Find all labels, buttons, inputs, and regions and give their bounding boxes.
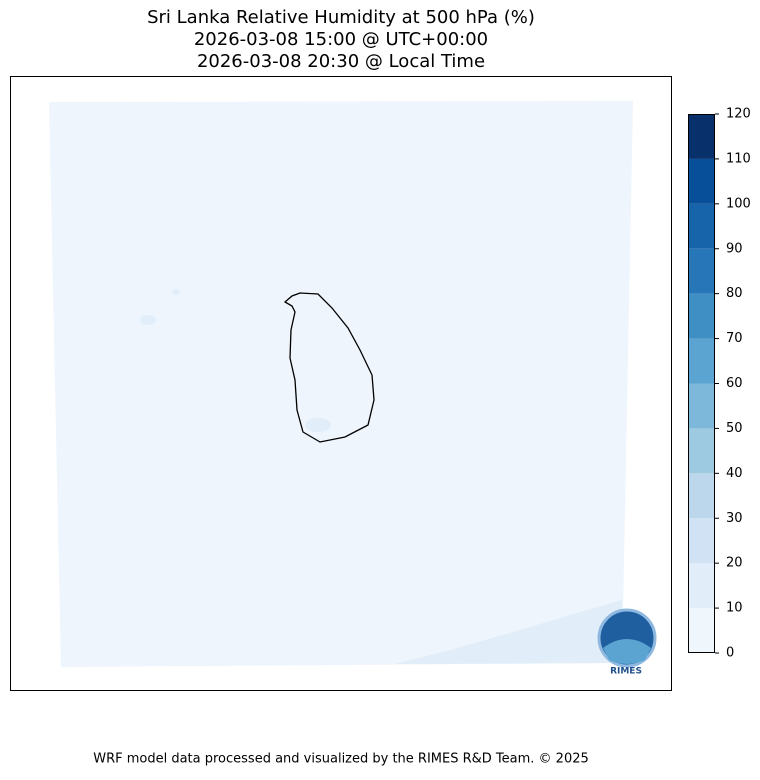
colorbar-tick-label: 90 (726, 241, 743, 256)
colorbar-tick-label: 20 (726, 556, 743, 571)
colorbar-tick-label: 70 (726, 331, 743, 346)
colorbar-band (688, 248, 715, 294)
colorbar-tick-label: 0 (726, 646, 734, 661)
colorbar-tick-label: 30 (726, 511, 743, 526)
humidity-field (395, 600, 622, 664)
footer: WRF model data processed and visualized … (93, 752, 589, 767)
colorbar-band (688, 203, 715, 249)
colorbar-band (688, 158, 715, 204)
colorbar-band (688, 383, 715, 429)
colorbar-band (688, 473, 715, 519)
colorbar-tick-label: 60 (726, 376, 743, 391)
colorbar-tick-label: 80 (726, 286, 743, 301)
logo-label: RIMES (610, 667, 642, 677)
colorbar-tick-label: 120 (726, 107, 751, 122)
humidity-field (172, 289, 180, 295)
colorbar-band (688, 114, 715, 159)
colorbar-band (688, 563, 715, 609)
humidity-field (305, 418, 331, 432)
title-line: 2026-03-08 15:00 @ UTC+00:00 (194, 29, 488, 50)
colorbar-tick-label: 40 (726, 466, 743, 481)
colorbar-tick-label: 10 (726, 601, 743, 616)
logo-wave (603, 639, 651, 664)
colorbar-tick-label: 50 (726, 421, 743, 436)
title-line: Sri Lanka Relative Humidity at 500 hPa (… (147, 7, 535, 28)
colorbar-band (688, 293, 715, 339)
humidity-field (49, 101, 633, 667)
colorbar-tick-label: 110 (726, 151, 751, 166)
logo: RIMES (597, 608, 657, 677)
humidity-field (140, 315, 156, 325)
colorbar-band (688, 608, 715, 653)
coastline (283, 292, 375, 443)
colorbar-outline (688, 114, 715, 653)
colorbar-band (688, 338, 715, 384)
colorbar-tick-label: 100 (726, 196, 751, 211)
colorbar-band (688, 428, 715, 474)
colorbar-band (688, 518, 715, 564)
title-line: 2026-03-08 20:30 @ Local Time (197, 51, 485, 72)
